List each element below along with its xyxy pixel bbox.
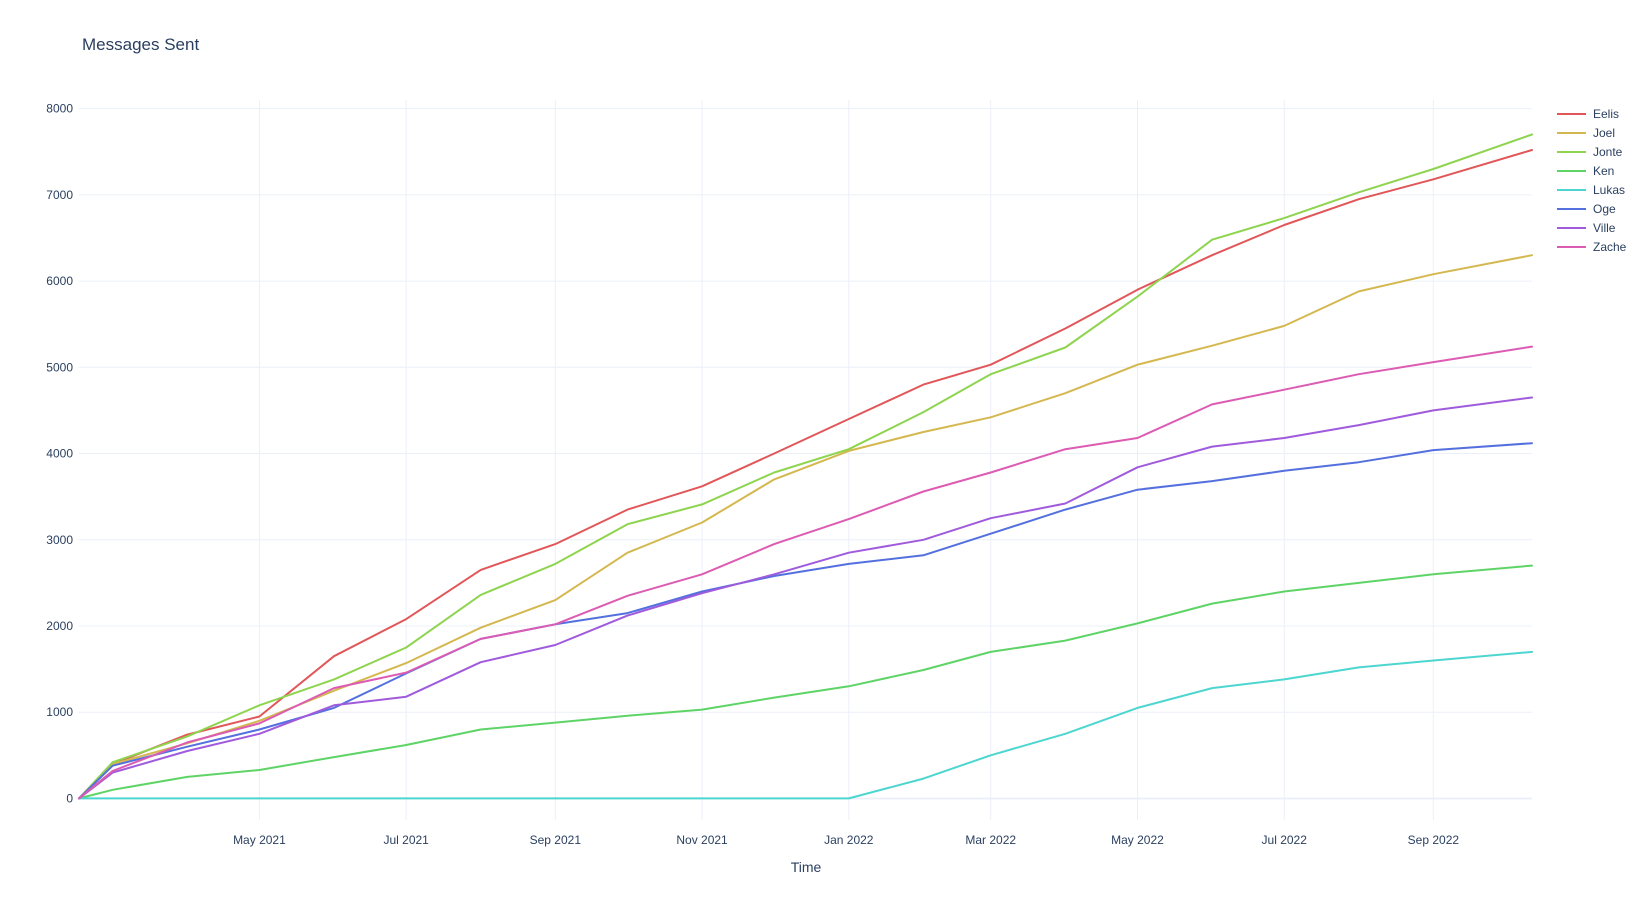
y-tick-label: 4000 (46, 447, 73, 461)
y-axis-ticks: 0 1000 2000 3000 4000 5000 6000 7000 8000 (46, 102, 73, 806)
chart-title: Messages Sent (82, 35, 199, 54)
x-tick-label: Sep 2021 (530, 833, 582, 847)
y-tick-label: 5000 (46, 360, 73, 374)
x-tick-label: Jul 2022 (1262, 833, 1308, 847)
y-tick-label: 2000 (46, 619, 73, 633)
x-tick-label: May 2022 (1111, 833, 1164, 847)
x-tick-label: Jan 2022 (824, 833, 874, 847)
legend-label-joel: Joel (1593, 126, 1615, 140)
x-tick-label: Mar 2022 (965, 833, 1016, 847)
legend-label-lukas: Lukas (1593, 183, 1625, 197)
x-tick-label: May 2021 (233, 833, 286, 847)
y-tick-label: 1000 (46, 705, 73, 719)
gridlines (79, 100, 1532, 820)
series-lines (78, 133, 1533, 800)
series-line-jonte (78, 133, 1533, 800)
legend-label-ken: Ken (1593, 164, 1614, 178)
series-line-ville (78, 396, 1533, 800)
x-tick-label: Jul 2021 (383, 833, 429, 847)
legend-label-jonte: Jonte (1593, 145, 1623, 159)
x-axis-ticks: May 2021 Jul 2021 Sep 2021 Nov 2021 Jan 2022… (233, 833, 1459, 847)
y-tick-label: 6000 (46, 274, 73, 288)
series-line-joel (78, 254, 1533, 800)
legend-label-ville: Ville (1593, 221, 1616, 235)
series-line-ken (78, 564, 1533, 800)
series-line-lukas (78, 650, 1533, 800)
legend: Eelis Joel Jonte Ken Lukas Oge Ville Zache (1557, 107, 1627, 254)
series-line-zache (78, 345, 1533, 800)
y-tick-label: 3000 (46, 533, 73, 547)
legend-label-zache: Zache (1593, 240, 1627, 254)
y-tick-label: 0 (66, 791, 73, 805)
series-line-eelis (78, 149, 1533, 800)
legend-label-oge: Oge (1593, 202, 1616, 216)
x-axis-title: Time (791, 859, 822, 875)
x-tick-label: Sep 2022 (1408, 833, 1460, 847)
legend-label-eelis: Eelis (1593, 107, 1619, 121)
series-line-oge (78, 442, 1533, 800)
x-tick-label: Nov 2021 (676, 833, 728, 847)
y-tick-label: 7000 (46, 188, 73, 202)
y-tick-label: 8000 (46, 102, 73, 116)
